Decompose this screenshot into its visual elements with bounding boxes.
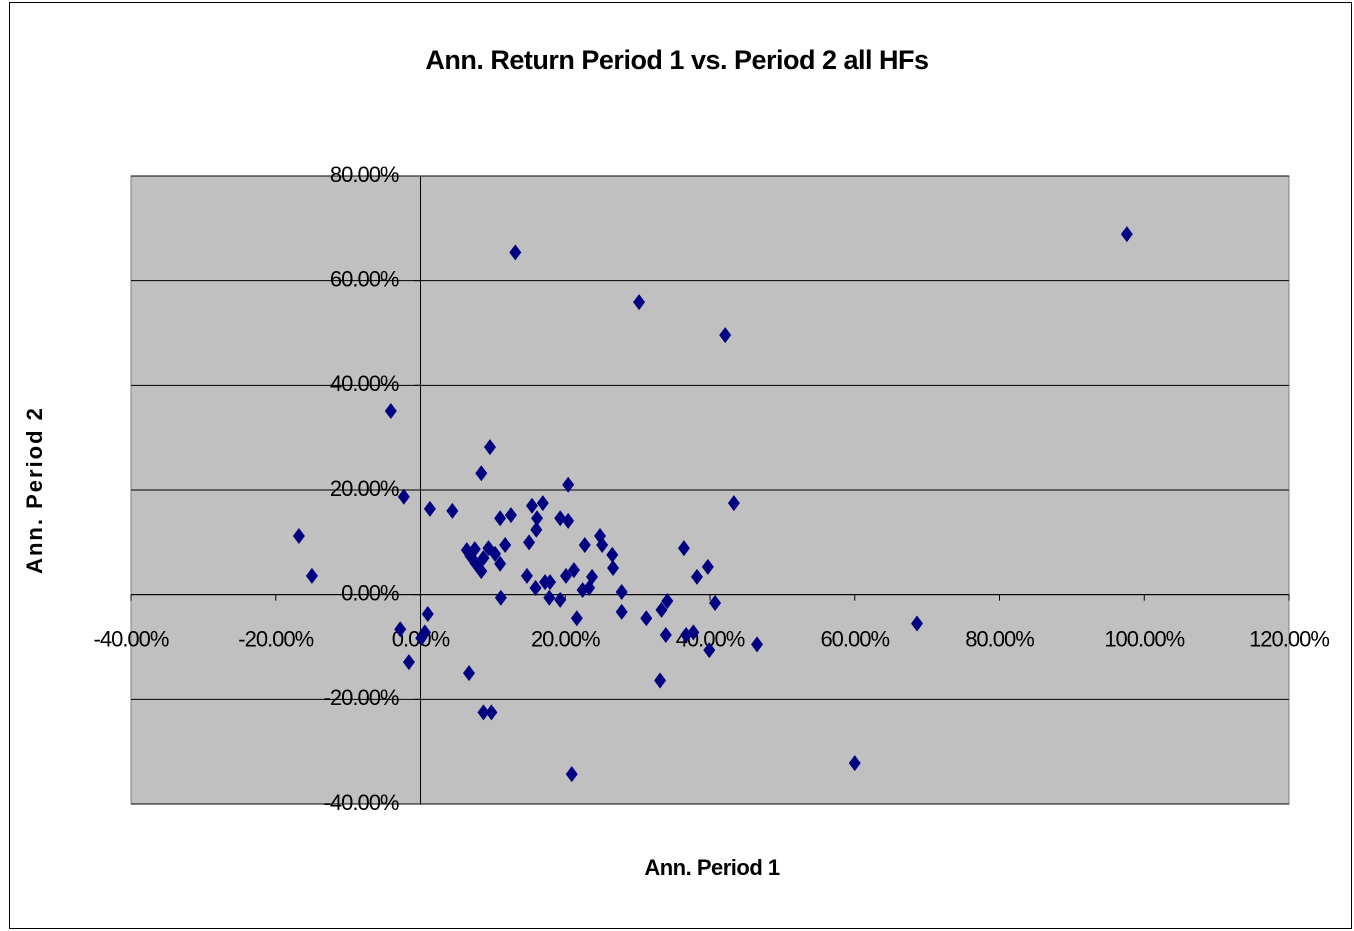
point [543,589,556,606]
point [690,568,703,585]
point [615,584,628,601]
point [709,595,722,612]
point [446,502,459,519]
chart-title: Ann. Return Period 1 vs. Period 2 all HF… [425,45,928,75]
x-tick-label: -40.00% [94,626,169,651]
point [305,567,318,584]
point [661,592,674,609]
point [499,536,512,553]
point [633,294,646,311]
point [538,574,551,591]
point [525,497,538,514]
point [421,606,434,623]
x-axis-label: Ann. Period 1 [644,855,780,880]
point [1120,226,1133,243]
point [655,601,668,618]
point [615,603,628,620]
point [292,528,305,545]
point [530,521,543,538]
point [570,610,583,627]
point [397,488,410,505]
point [640,610,653,627]
point [462,665,475,682]
x-tick-label: 80.00% [965,626,1034,651]
y-tick-label: 60.00% [330,266,399,291]
point [562,476,575,493]
point [531,510,544,527]
point [423,500,436,517]
point [654,672,667,689]
y-tick-label: 0.00% [341,580,399,605]
point [415,630,428,647]
point [701,558,714,575]
point [727,495,740,512]
point [607,559,620,576]
point [494,510,507,527]
y-tick-label: 80.00% [330,162,399,187]
x-tick-label: 100.00% [1104,626,1184,651]
point [719,327,732,344]
y-tick-label: 40.00% [330,371,399,396]
x-tick-label: 60.00% [820,626,889,651]
point [477,704,490,721]
point [562,512,575,529]
y-tick-label: 20.00% [330,476,399,501]
point [394,621,407,638]
y-tick-label: -20.00% [324,685,399,710]
point [485,704,498,721]
point [751,636,764,653]
point [848,755,861,772]
point [494,555,507,572]
point [576,581,589,598]
point [606,546,619,563]
x-tick-label: -20.00% [238,626,313,651]
point [578,536,591,553]
point [483,439,496,456]
point [659,626,672,643]
point [529,579,542,596]
point [565,766,578,783]
point [402,654,415,671]
point [536,495,549,512]
point [567,562,580,579]
point [677,540,690,557]
point [520,567,533,584]
point [910,615,923,632]
point [509,244,522,261]
point [680,626,693,643]
x-tick-label: 20.00% [531,626,600,651]
x-tick-label: 120.00% [1249,626,1329,651]
point [384,402,397,419]
point [554,591,567,608]
point [504,507,517,524]
point [703,642,716,659]
point [596,536,609,553]
point [489,545,502,562]
point [559,567,572,584]
point [494,589,507,606]
y-tick-label: -40.00% [324,790,399,815]
point [475,563,488,580]
point [475,465,488,482]
y-axis-label: Ann. Period 2 [22,406,47,574]
point [523,534,536,551]
